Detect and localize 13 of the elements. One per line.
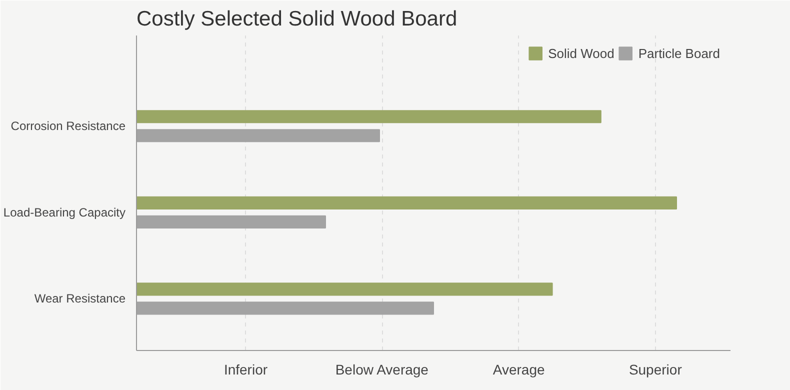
chart-title: Costly Selected Solid Wood Board: [136, 8, 458, 30]
bar: [136, 110, 602, 124]
bar: [136, 196, 677, 210]
text: Superior: [628, 362, 682, 378]
legend-label: Particle Board: [638, 46, 720, 60]
text: Inferior: [224, 362, 268, 378]
y-tick-label: Load-Bearing Capacity: [3, 205, 126, 220]
legend-label: Solid Wood: [548, 46, 614, 60]
text: Below Average: [335, 362, 429, 378]
bar: [136, 282, 553, 296]
y-tick-label: Wear Resistance: [34, 292, 126, 306]
text: Average: [492, 362, 546, 378]
y-tick-label: Corrosion Resistance: [10, 119, 126, 134]
